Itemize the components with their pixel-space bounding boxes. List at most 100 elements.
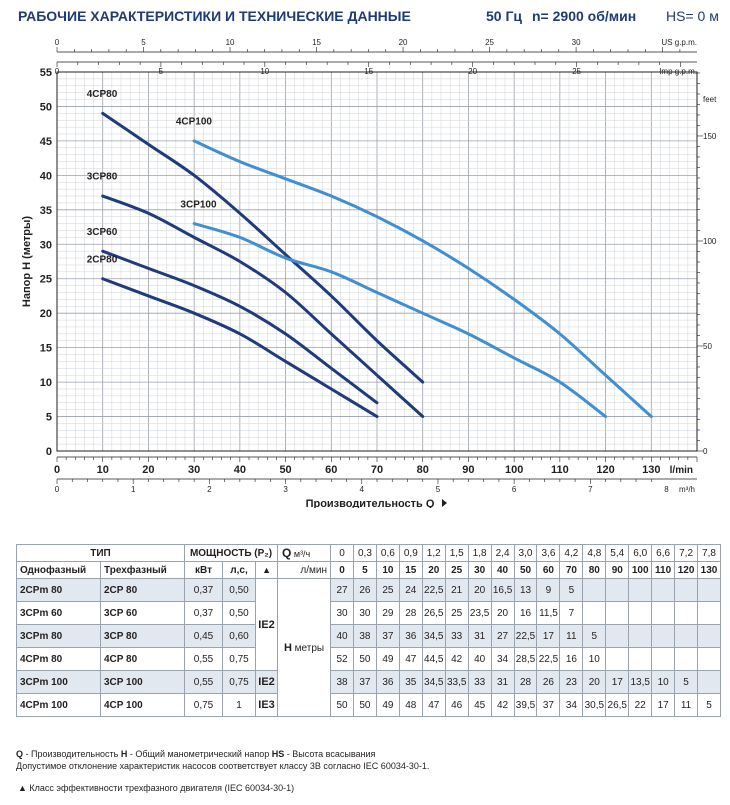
us-gpm-unit-label: US g.p.m. <box>661 38 697 47</box>
y-tick-label: 45 <box>40 136 52 148</box>
x-tick-label: 70 <box>371 464 383 476</box>
us-gpm-tick-label: 5 <box>141 38 146 47</box>
head-value: 46 <box>444 693 469 717</box>
head-value: 25 <box>444 601 469 625</box>
flow-lmin: 130 <box>697 561 721 579</box>
head-value: 11,5 <box>536 601 561 625</box>
legend-line: Q - Производительность H - Общий маномет… <box>16 748 429 760</box>
head-value: 25 <box>375 578 400 602</box>
efficiency-class: IE3 <box>255 693 279 717</box>
head-value <box>674 601 699 625</box>
head-value: 16,5 <box>490 578 515 602</box>
m3h-tick-label: 5 <box>436 485 441 494</box>
head-value: 29 <box>375 601 400 625</box>
y-tick-label: 55 <box>40 67 52 79</box>
head-value <box>651 578 676 602</box>
head-value <box>674 624 699 648</box>
m3h-tick-label: 8 <box>664 485 669 494</box>
flow-m3h: 1,5 <box>444 544 469 562</box>
head-value: 35 <box>398 670 423 694</box>
head-value: 28,5 <box>513 647 538 671</box>
table-header-row: ТИП МОЩНОСТЬ (P₂) Q м³/ч 0 0,3 0,6 0,9 1,2 1,5 1,… <box>15 544 721 562</box>
head-value: 16 <box>513 601 538 625</box>
head-value: 30,5 <box>582 693 607 717</box>
header-type: ТИП <box>15 544 186 562</box>
head-value: 26 <box>536 670 561 694</box>
power-kw: 0,45 <box>184 624 224 648</box>
flow-lmin: 10 <box>375 561 400 579</box>
x-tick-label: 0 <box>54 464 60 476</box>
series-label-4cp80: 4CP80 <box>87 89 118 100</box>
head-value: 20 <box>582 670 607 694</box>
head-value: 33 <box>444 624 469 648</box>
efficiency-class: IE2 <box>255 670 279 694</box>
x-tick-label: 130 <box>642 464 660 476</box>
head-value: 33,5 <box>444 670 469 694</box>
q-m3h-unit: м³/ч <box>291 549 311 559</box>
flow-lmin: 110 <box>651 561 676 579</box>
power-kw: 0,55 <box>184 670 224 694</box>
head-value: 10 <box>582 647 607 671</box>
head-symbol: H <box>283 641 292 654</box>
head-value: 44,5 <box>421 647 446 671</box>
model-single-phase: 2CPm 80 <box>16 578 101 602</box>
head-value: 5 <box>559 578 584 602</box>
head-value: 38 <box>352 624 377 648</box>
head-value <box>605 647 630 671</box>
head-value: 27 <box>330 578 354 602</box>
table-row: 2CPm 80 2CP 80 0,37 0,50 IE2 H метры 27 26 25 24 2… <box>16 578 721 717</box>
head-value <box>628 624 653 648</box>
m3h-tick-label: 4 <box>360 485 365 494</box>
flow-m3h: 1,2 <box>421 544 446 562</box>
flow-lmin: 120 <box>674 561 699 579</box>
head-value <box>628 601 653 625</box>
table-row: 4CPm 80 4CP 80 0,55 0,75 52 50 49 47 44,5 42 40 34 2… <box>16 647 721 671</box>
x-tick-label: 50 <box>279 464 291 476</box>
m3h-unit-label: m³/h <box>679 485 695 494</box>
head-value: 37 <box>352 670 377 694</box>
table-row: 3CPm 100 3CP 100 0,55 0,75 IE2 38 37 36 35 34,5 33… <box>16 670 721 694</box>
series-4cp100 <box>192 139 653 419</box>
suction-height: HS= 0 м <box>666 8 719 24</box>
x-axis-label: Производительность Q <box>306 498 435 508</box>
head-value: 17 <box>536 624 561 648</box>
series-label-3cp80: 3CP80 <box>87 172 118 183</box>
flow-lmin: 5 <box>352 561 377 579</box>
model-three-phase: 4CP 80 <box>99 647 186 671</box>
head-value: 26,5 <box>421 601 446 625</box>
head-value: 13,5 <box>628 670 653 694</box>
model-single-phase: 3CPm 60 <box>16 601 101 625</box>
imp-gpm-tick-label: 5 <box>159 67 164 76</box>
x-axis-arrow <box>442 499 447 507</box>
power-kw: 0,37 <box>184 601 224 625</box>
head-value: 11 <box>559 624 584 648</box>
head-value <box>605 601 630 625</box>
efficiency-footnote: ▲ Класс эффективности трехфазного двигат… <box>18 783 295 793</box>
head-value: 34,5 <box>421 670 446 694</box>
note-hs-text: - Высота всасывания <box>284 749 376 759</box>
model-single-phase: 3CPm 80 <box>16 624 101 648</box>
head-value: 22,5 <box>513 624 538 648</box>
notes: Q - Производительность H - Общий маномет… <box>16 748 429 772</box>
head-value: 26 <box>352 578 377 602</box>
x-tick-label: 80 <box>417 464 429 476</box>
head-value: 20 <box>490 601 515 625</box>
flow-m3h: 3,6 <box>536 544 561 562</box>
us-gpm-tick-label: 30 <box>572 38 581 47</box>
head-value <box>697 647 721 671</box>
header-kw: кВт <box>184 561 224 579</box>
flow-lmin: 30 <box>467 561 492 579</box>
head-value: 50 <box>330 693 354 717</box>
head-value: 16 <box>559 647 584 671</box>
m3h-tick-label: 3 <box>283 485 288 494</box>
y-tick-label: 25 <box>40 274 52 286</box>
x-unit-label: l/min <box>670 465 693 476</box>
flow-m3h: 4,8 <box>582 544 607 562</box>
head-value: 47 <box>421 693 446 717</box>
feet-unit-label: feet <box>703 95 717 104</box>
x-tick-label: 120 <box>596 464 614 476</box>
note-h-key: H <box>120 749 128 759</box>
y-tick-label: 15 <box>40 343 52 355</box>
flow-m3h: 3,0 <box>513 544 538 562</box>
head-value: 30 <box>330 601 354 625</box>
